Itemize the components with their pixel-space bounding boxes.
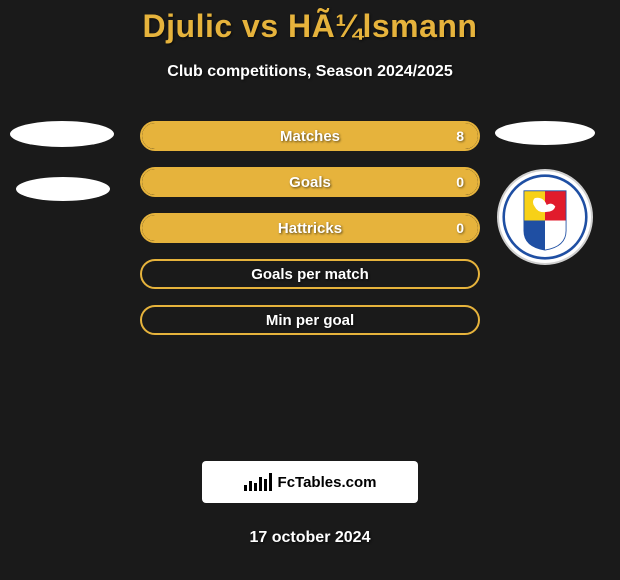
stat-label: Goals — [289, 174, 331, 191]
stat-label: Min per goal — [266, 312, 354, 329]
stat-label: Hattricks — [278, 220, 342, 237]
stat-label: Goals per match — [251, 266, 369, 283]
right-player-avatar — [495, 121, 595, 145]
stat-value-right: 0 — [456, 174, 464, 190]
stat-value-right: 8 — [456, 128, 464, 144]
right-player-club-badge — [497, 169, 593, 265]
left-player-avatar-2 — [16, 177, 110, 201]
subtitle: Club competitions, Season 2024/2025 — [0, 63, 620, 81]
club-crest-icon — [502, 174, 588, 260]
attribution-box[interactable]: FcTables.com — [202, 461, 418, 503]
bar-chart-icon — [244, 473, 272, 491]
stat-row-matches: Matches 8 — [140, 121, 480, 151]
stat-row-min-per-goal: Min per goal — [140, 305, 480, 335]
right-player-column — [490, 121, 600, 265]
attribution-text: FcTables.com — [278, 474, 377, 491]
page-title: Djulic vs HÃ¼lsmann — [0, 0, 620, 45]
comparison-area: Matches 8 Goals 0 Hattricks 0 Goals per … — [0, 121, 620, 461]
stat-row-goals-per-match: Goals per match — [140, 259, 480, 289]
footer-date: 17 october 2024 — [0, 529, 620, 547]
stat-row-hattricks: Hattricks 0 — [140, 213, 480, 243]
stats-list: Matches 8 Goals 0 Hattricks 0 Goals per … — [140, 121, 480, 351]
left-player-avatar-1 — [10, 121, 114, 147]
left-player-column — [10, 121, 130, 231]
stat-row-goals: Goals 0 — [140, 167, 480, 197]
stat-value-right: 0 — [456, 220, 464, 236]
stat-label: Matches — [280, 128, 340, 145]
